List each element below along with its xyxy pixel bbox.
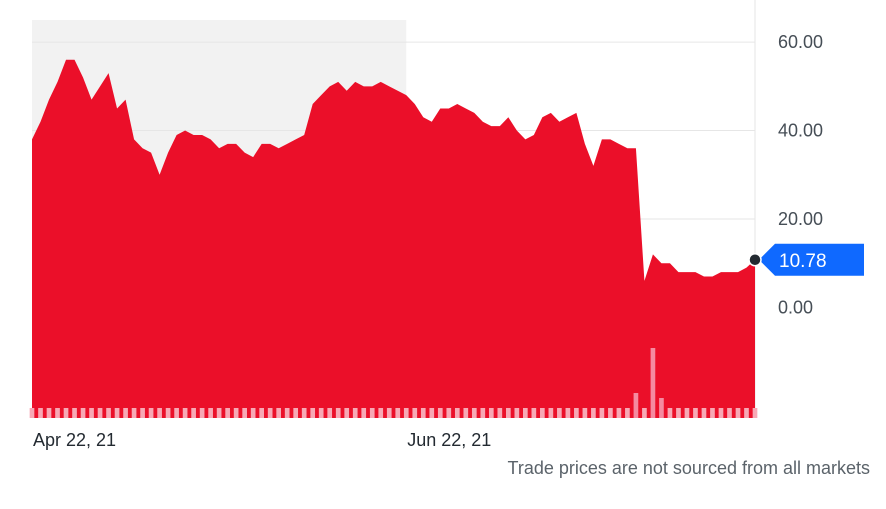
last-price-tag bbox=[759, 243, 864, 276]
volume-bar bbox=[208, 408, 213, 418]
last-price-label: 10.78 bbox=[779, 251, 827, 272]
y-tick-label: 20.00 bbox=[778, 209, 823, 229]
volume-bar bbox=[29, 408, 35, 418]
volume-bar bbox=[514, 408, 520, 418]
volume-bar bbox=[616, 408, 622, 418]
volume-bar bbox=[718, 408, 724, 418]
volume-bar bbox=[318, 408, 324, 418]
volume-bar bbox=[608, 408, 613, 418]
volume-bar bbox=[735, 408, 741, 418]
volume-bar bbox=[446, 408, 452, 418]
volume-bar bbox=[114, 408, 120, 418]
volume-bar bbox=[157, 408, 162, 418]
volume-bar bbox=[667, 408, 673, 418]
volume-bar bbox=[727, 408, 732, 418]
volume-bar bbox=[55, 408, 60, 418]
volume-bar bbox=[259, 408, 264, 418]
volume-bar bbox=[471, 408, 477, 418]
volume-bar bbox=[642, 408, 647, 418]
volume-bar bbox=[437, 408, 443, 418]
price-area bbox=[32, 59, 755, 419]
volume-bar bbox=[276, 408, 282, 418]
volume-bar bbox=[412, 408, 418, 418]
volume-bar bbox=[361, 408, 367, 418]
volume-bar bbox=[131, 408, 137, 418]
volume-bar bbox=[548, 408, 554, 418]
last-price-marker bbox=[748, 253, 762, 267]
volume-bar bbox=[191, 408, 196, 418]
volume-bar bbox=[582, 408, 588, 418]
volume-bar bbox=[710, 408, 715, 418]
x-tick-label: Apr 22, 21 bbox=[33, 430, 116, 450]
volume-bar bbox=[429, 408, 435, 418]
volume-bar bbox=[80, 408, 86, 418]
volume-bar bbox=[310, 408, 316, 418]
volume-bar bbox=[250, 408, 256, 418]
volume-bar bbox=[574, 408, 579, 418]
volume-bar bbox=[463, 408, 469, 418]
volume-bar bbox=[38, 408, 43, 418]
volume-bar bbox=[63, 408, 69, 418]
volume-bar bbox=[165, 408, 171, 418]
volume-bar bbox=[684, 408, 690, 418]
volume-bar bbox=[97, 408, 103, 418]
volume-bar bbox=[599, 408, 605, 418]
volume-bar bbox=[752, 408, 758, 418]
volume-bar bbox=[403, 408, 409, 418]
volume-bar bbox=[480, 408, 486, 418]
volume-bar bbox=[148, 408, 154, 418]
volume-bar bbox=[233, 408, 239, 418]
volume-bar bbox=[540, 408, 545, 418]
volume-bar bbox=[659, 398, 664, 418]
volume-bar bbox=[625, 408, 630, 418]
volume-bar bbox=[701, 408, 707, 418]
volume-bar bbox=[72, 408, 77, 418]
volume-bar bbox=[182, 408, 188, 418]
volume-bar bbox=[267, 408, 273, 418]
volume-bar bbox=[123, 408, 128, 418]
volume-bar bbox=[284, 408, 290, 418]
volume-bar bbox=[505, 408, 511, 418]
volume-bar bbox=[565, 408, 571, 418]
volume-bar bbox=[395, 408, 401, 418]
volume-bar bbox=[89, 408, 94, 418]
volume-bar bbox=[242, 408, 247, 418]
y-tick-label: 60.00 bbox=[778, 32, 823, 52]
volume-bar bbox=[633, 393, 639, 418]
volume-bar bbox=[327, 408, 333, 418]
volume-bar bbox=[676, 408, 681, 418]
volume-bar bbox=[46, 408, 52, 418]
data-source-footnote: Trade prices are not sourced from all ma… bbox=[507, 458, 870, 478]
volume-bar bbox=[216, 408, 222, 418]
volume-bar bbox=[523, 408, 528, 418]
x-tick-label: Jun 22, 21 bbox=[407, 430, 491, 450]
volume-bar bbox=[335, 408, 341, 418]
volume-bar bbox=[301, 408, 307, 418]
volume-bar bbox=[591, 408, 596, 418]
volume-bar bbox=[140, 408, 145, 418]
volume-bar bbox=[744, 408, 749, 418]
volume-bar bbox=[378, 408, 384, 418]
volume-bar bbox=[293, 408, 299, 418]
volume-bar bbox=[531, 408, 537, 418]
volume-bar bbox=[174, 408, 179, 418]
volume-bar bbox=[369, 408, 375, 418]
volume-bar bbox=[420, 408, 426, 418]
volume-bar bbox=[557, 408, 562, 418]
volume-bar bbox=[106, 408, 111, 418]
volume-bar bbox=[454, 408, 460, 418]
volume-bar bbox=[386, 408, 392, 418]
volume-bar bbox=[497, 408, 503, 418]
y-tick-label: 40.00 bbox=[778, 121, 823, 141]
volume-bar bbox=[693, 408, 698, 418]
volume-bar bbox=[352, 408, 358, 418]
volume-bar bbox=[344, 408, 350, 418]
volume-bar bbox=[488, 408, 494, 418]
volume-bar bbox=[199, 408, 205, 418]
volume-bar bbox=[650, 348, 656, 418]
y-tick-label: 0.00 bbox=[778, 297, 813, 317]
volume-bar bbox=[225, 408, 230, 418]
